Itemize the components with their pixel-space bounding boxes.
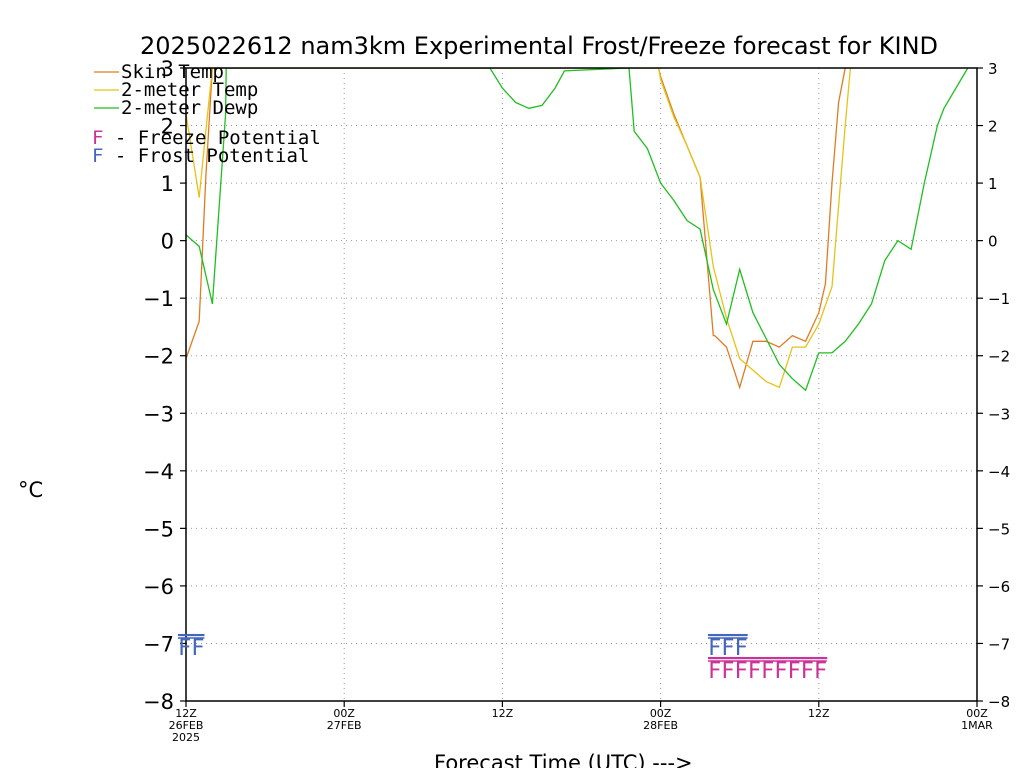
series-line-2-meter-dewp: [186, 68, 969, 392]
x-tick-label: 12Z: [175, 707, 197, 720]
y-tick-label: 3: [161, 57, 174, 81]
y-tick-label: −4: [143, 460, 174, 484]
series-line-skin-temp: [186, 68, 848, 390]
y-tick-label-right: 2: [988, 118, 998, 136]
x-tick-label: 2025: [172, 731, 200, 744]
x-axis-label: Forecast Time (UTC) --->: [434, 751, 693, 768]
y-tick-label-right: −8: [988, 693, 1010, 711]
y-axis-left: −8 −7 −6 −5 −4 −3 −2 −1 0 1 2 3: [143, 57, 186, 714]
x-tick-label: 1MAR: [961, 719, 993, 732]
y-tick-label: 0: [161, 230, 174, 254]
y-tick-label-right: −4: [988, 463, 1010, 481]
legend-flag-letter: F: [92, 127, 103, 149]
y-tick-label: −3: [143, 402, 174, 426]
series-lines: [186, 68, 969, 392]
x-tick-label: 26FEB: [169, 719, 204, 732]
x-tick-label: 28FEB: [643, 719, 678, 732]
x-tick-label: 12Z: [808, 707, 830, 720]
legend-flag-entry: F - Frost Potential: [92, 145, 309, 167]
x-tick-label: 12Z: [492, 707, 514, 720]
y-tick-label-right: −5: [988, 520, 1010, 538]
legend-flag-letter: F: [92, 145, 103, 167]
legend-label: 2-meter Temp: [121, 79, 258, 101]
frost-flags: FF: [178, 636, 205, 661]
freeze-flags: FFFFFFFFF: [708, 659, 827, 684]
x-tick-label: 27FEB: [327, 719, 362, 732]
y-tick-label-right: −7: [988, 635, 1010, 653]
y-tick-label: −8: [143, 690, 174, 714]
grid-lines: [186, 68, 977, 701]
legend-flag-text: - Frost Potential: [103, 145, 309, 167]
y-tick-label-right: −6: [988, 578, 1010, 596]
y-tick-label: −6: [143, 575, 174, 599]
y-tick-label-right: 3: [988, 60, 998, 78]
y-tick-label-right: 1: [988, 175, 998, 193]
x-tick-label: 00Z: [966, 707, 988, 720]
chart-title: 2025022612 nam3km Experimental Frost/Fre…: [140, 32, 938, 60]
y-tick-label-right: −2: [988, 348, 1010, 366]
y-tick-label: −1: [143, 287, 174, 311]
legend-flag-text: - Freeze Potential: [103, 127, 320, 149]
legend-flag-entry: F - Freeze Potential: [92, 127, 321, 149]
y-axis-right: −8 −7 −6 −5 −4 −3 −2 −1 0 1 2 3: [977, 60, 1010, 711]
y-tick-label-right: −3: [988, 405, 1010, 423]
y-axis-label: °C: [18, 478, 43, 502]
y-tick-label-right: −1: [988, 290, 1010, 308]
x-tick-label: 00Z: [650, 707, 672, 720]
series-line-2-meter-temp: [186, 68, 852, 389]
x-tick-label: 00Z: [333, 707, 355, 720]
legend-label: Skin Temp: [121, 61, 224, 83]
y-tick-label: −2: [143, 345, 174, 369]
y-tick-label: −7: [143, 632, 174, 656]
y-tick-label: 1: [161, 172, 174, 196]
frost-flags: FFF: [708, 636, 748, 661]
plot-frame: [185, 67, 978, 702]
y-tick-label: 2: [161, 115, 174, 139]
y-tick-label-right: 0: [988, 233, 998, 251]
y-tick-label: −5: [143, 517, 174, 541]
legend-label: 2-meter Dewp: [121, 97, 258, 119]
